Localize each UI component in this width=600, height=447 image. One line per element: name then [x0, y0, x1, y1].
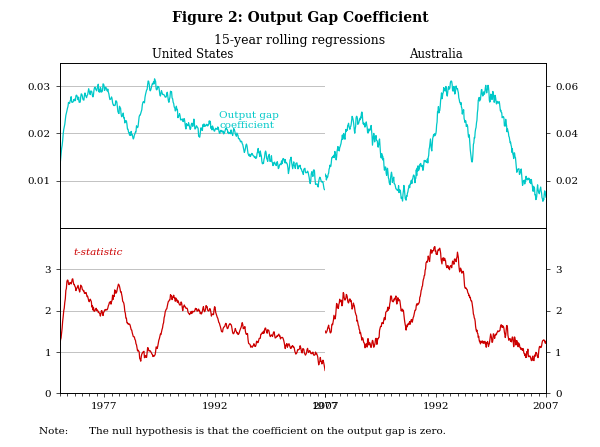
Text: 15-year rolling regressions: 15-year rolling regressions	[214, 34, 386, 46]
Text: t-statistic: t-statistic	[73, 248, 122, 257]
Title: United States: United States	[152, 48, 233, 61]
Title: Australia: Australia	[409, 48, 463, 61]
Text: Note:  The null hypothesis is that the coefficient on the output gap is zero.: Note: The null hypothesis is that the co…	[39, 427, 446, 436]
Text: Figure 2: Output Gap Coefficient: Figure 2: Output Gap Coefficient	[172, 11, 428, 25]
Text: Output gap
coefficient: Output gap coefficient	[219, 111, 279, 130]
